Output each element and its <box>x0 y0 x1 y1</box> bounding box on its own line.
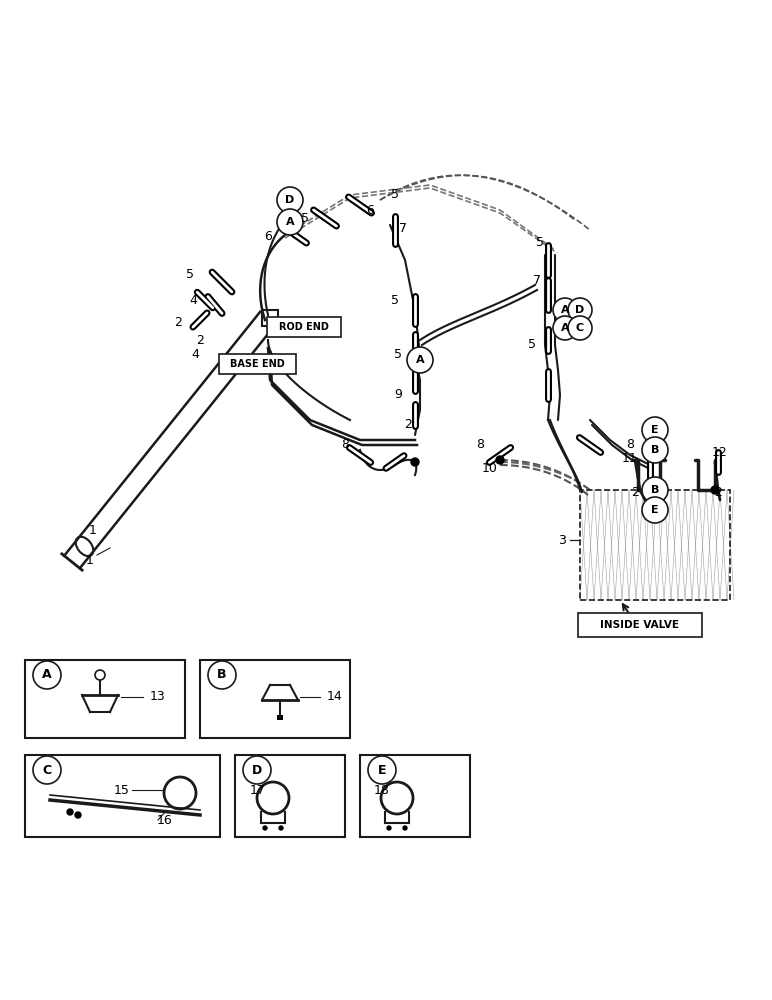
Text: INSIDE VALVE: INSIDE VALVE <box>601 620 679 630</box>
Text: B: B <box>651 445 659 455</box>
Text: 17: 17 <box>250 784 266 796</box>
Text: 8: 8 <box>341 438 349 452</box>
Circle shape <box>642 477 668 503</box>
Bar <box>25 755 220 837</box>
Circle shape <box>411 458 419 466</box>
FancyBboxPatch shape <box>578 613 702 637</box>
Text: 5: 5 <box>528 338 536 352</box>
Circle shape <box>277 209 303 235</box>
Text: 7: 7 <box>399 222 407 234</box>
Text: 5: 5 <box>391 294 399 306</box>
Text: 7: 7 <box>533 273 541 286</box>
Text: B: B <box>217 668 227 682</box>
Circle shape <box>642 437 668 463</box>
Text: C: C <box>576 323 584 333</box>
Text: 5: 5 <box>391 188 399 202</box>
Circle shape <box>496 456 504 464</box>
Text: D: D <box>575 305 584 315</box>
Circle shape <box>243 756 271 784</box>
Circle shape <box>387 826 391 830</box>
Text: BASE END: BASE END <box>230 359 285 369</box>
Text: E: E <box>652 425 659 435</box>
Text: 12: 12 <box>712 446 728 458</box>
Text: B: B <box>651 485 659 495</box>
Text: 5: 5 <box>301 212 309 225</box>
Text: 5: 5 <box>186 268 194 282</box>
Text: A: A <box>560 323 569 333</box>
Circle shape <box>33 661 61 689</box>
Bar <box>235 755 345 837</box>
Text: 13: 13 <box>150 690 166 704</box>
Circle shape <box>95 670 105 680</box>
Circle shape <box>568 298 592 322</box>
FancyBboxPatch shape <box>267 317 341 337</box>
Text: 2: 2 <box>196 334 204 347</box>
Text: 2: 2 <box>714 486 722 498</box>
Text: E: E <box>652 505 659 515</box>
Text: 8: 8 <box>626 438 634 452</box>
Text: 15: 15 <box>114 784 130 796</box>
Bar <box>580 490 730 600</box>
Circle shape <box>568 316 592 340</box>
Bar <box>277 715 283 720</box>
Text: C: C <box>42 764 52 776</box>
Circle shape <box>553 298 577 322</box>
Circle shape <box>279 826 283 830</box>
Text: 8: 8 <box>476 438 484 452</box>
Text: 11: 11 <box>622 452 638 464</box>
Text: 14: 14 <box>327 690 343 704</box>
Bar <box>25 660 185 738</box>
FancyBboxPatch shape <box>219 354 296 374</box>
Text: A: A <box>42 668 52 682</box>
Text: A: A <box>415 355 425 365</box>
Circle shape <box>711 486 719 494</box>
Text: 5: 5 <box>394 349 402 361</box>
Circle shape <box>277 187 303 213</box>
Text: 5: 5 <box>536 235 544 248</box>
Circle shape <box>407 347 433 373</box>
Bar <box>262 310 278 326</box>
Circle shape <box>33 756 61 784</box>
Circle shape <box>67 809 73 815</box>
Text: 9: 9 <box>394 388 402 401</box>
Text: 4: 4 <box>189 294 197 306</box>
Circle shape <box>368 756 396 784</box>
Text: A: A <box>560 305 569 315</box>
Bar <box>360 755 470 837</box>
Text: 2: 2 <box>404 418 412 432</box>
Bar <box>200 660 350 738</box>
Text: ROD END: ROD END <box>279 322 329 332</box>
Text: 2: 2 <box>174 316 182 330</box>
Circle shape <box>644 486 652 494</box>
Text: E: E <box>378 764 386 776</box>
Text: 18: 18 <box>374 784 390 796</box>
Text: 10: 10 <box>482 462 498 475</box>
Circle shape <box>553 316 577 340</box>
Text: 4: 4 <box>191 349 199 361</box>
Text: 1: 1 <box>86 554 94 566</box>
Text: 6: 6 <box>264 230 272 242</box>
Text: A: A <box>286 217 294 227</box>
Text: 1: 1 <box>89 524 97 536</box>
Circle shape <box>403 826 407 830</box>
Text: D: D <box>252 764 262 776</box>
Text: 3: 3 <box>558 534 566 546</box>
Text: 6: 6 <box>366 204 374 217</box>
Circle shape <box>208 661 236 689</box>
Text: 16: 16 <box>157 814 173 826</box>
Circle shape <box>75 812 81 818</box>
Circle shape <box>263 826 267 830</box>
Circle shape <box>642 417 668 443</box>
Text: D: D <box>286 195 295 205</box>
Circle shape <box>642 497 668 523</box>
Text: 2: 2 <box>631 486 639 498</box>
